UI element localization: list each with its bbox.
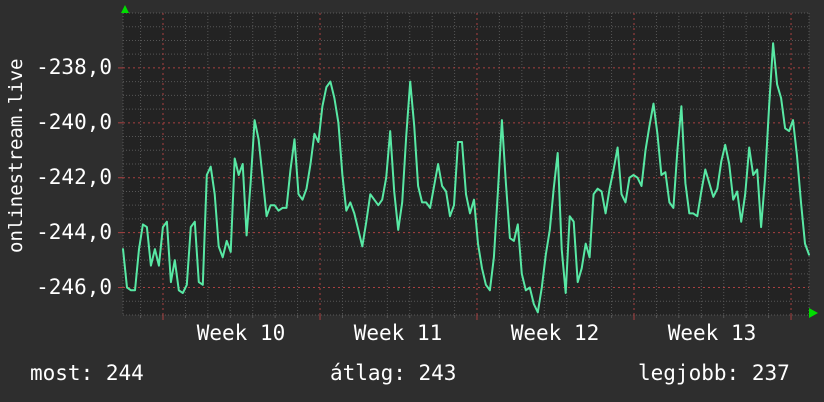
stat-atlag-label: átlag: [330, 361, 406, 385]
stat-legjobb-value: 237 [751, 361, 790, 385]
y-axis-label: -242,0 [36, 165, 112, 189]
x-axis-label-week-12: Week 12 [510, 321, 600, 345]
y-axis-arrow-icon [121, 5, 129, 13]
x-axis-arrow-icon [809, 308, 818, 318]
series-line [122, 42, 810, 314]
stat-most: most: 244 [30, 360, 144, 386]
stat-legjobb: legjobb: 237 [638, 360, 790, 386]
stat-atlag: átlag: 243 [330, 360, 456, 386]
y-axis-label: -238,0 [36, 55, 112, 79]
x-axis-label-week-11: Week 11 [353, 321, 443, 345]
stat-most-value: 244 [105, 361, 144, 385]
stat-atlag-value: 243 [418, 361, 457, 385]
stat-legjobb-label: legjobb: [638, 361, 740, 385]
stat-most-label: most: [30, 361, 94, 385]
x-axis-label-week-10: Week 10 [196, 321, 286, 345]
y-axis-label: -240,0 [36, 110, 112, 134]
y-axis-label: -246,0 [36, 275, 112, 299]
x-axis-label-week-13: Week 13 [667, 321, 757, 345]
y-axis-label: -244,0 [36, 220, 112, 244]
